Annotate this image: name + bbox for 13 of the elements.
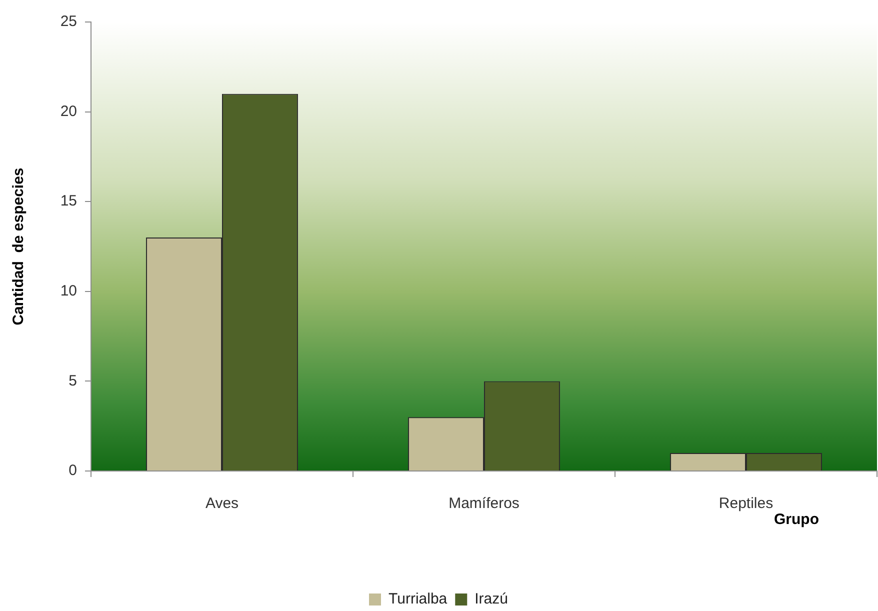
- y-tick-label: 10: [60, 282, 77, 300]
- y-tick-label: 25: [60, 13, 77, 30]
- legend-label: Turrialba: [388, 590, 448, 608]
- y-tick-label: 20: [60, 102, 77, 120]
- y-tick-label: 0: [68, 462, 77, 480]
- y-tick-label: 5: [68, 372, 77, 390]
- x-axis-title: Grupo: [774, 511, 819, 528]
- x-tick-label: Reptiles: [718, 495, 774, 512]
- y-tick-label: 15: [60, 192, 77, 210]
- x-tick-label: Mamíferos: [448, 495, 520, 512]
- y-axis-title: Cantidad de especies: [10, 168, 28, 326]
- legend-label: Irazú: [474, 590, 508, 608]
- x-tick-label: Aves: [205, 495, 239, 512]
